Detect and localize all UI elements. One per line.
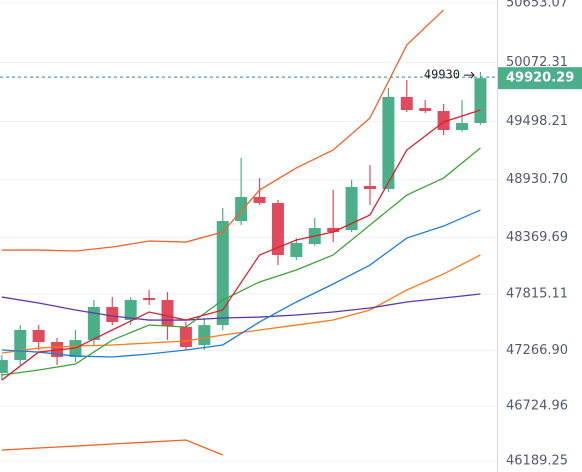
- y-tick-label: 50653.07: [506, 0, 568, 10]
- y-tick-label: 49498.21: [506, 114, 568, 129]
- last-price-label: 49920.29: [506, 71, 574, 86]
- candle-body: [124, 300, 137, 321]
- grid: [0, 2, 497, 462]
- candle-body: [382, 96, 395, 190]
- candle-body: [14, 329, 27, 361]
- candle-body: [400, 96, 413, 110]
- y-tick-label: 47815.11: [506, 287, 568, 302]
- candle-body: [235, 197, 248, 222]
- plot-area: [0, 9, 497, 456]
- moving-average-line: [1, 254, 481, 354]
- candle-body: [198, 325, 211, 345]
- moving-average-line: [1, 109, 481, 381]
- candle-body: [0, 360, 8, 373]
- y-tick-label: 48369.69: [506, 230, 568, 245]
- candle-body: [345, 186, 358, 231]
- moving-average-line: [1, 439, 223, 456]
- candle-body: [363, 186, 376, 190]
- candle-body: [253, 197, 266, 203]
- candle-body: [271, 202, 284, 255]
- candle-body: [161, 300, 174, 326]
- candle-body: [437, 111, 450, 131]
- moving-average-line: [1, 209, 481, 358]
- marker-price-label: 49930: [424, 68, 460, 82]
- candle-body: [106, 307, 119, 322]
- moving-average-line: [1, 293, 481, 321]
- y-tick-label: 47266.90: [506, 343, 568, 358]
- candle-body: [290, 242, 303, 258]
- last-price-tag: [498, 67, 582, 90]
- y-tick-label: 46189.25: [506, 453, 568, 468]
- candle-body: [474, 78, 487, 124]
- candle-body: [179, 327, 192, 348]
- moving-average-line: [1, 147, 481, 376]
- y-tick-label: 46724.96: [506, 399, 568, 414]
- candle-body: [419, 108, 432, 112]
- marker-arrow: [464, 71, 475, 79]
- y-tick-label: 48930.70: [506, 172, 568, 187]
- candle-body: [143, 297, 156, 301]
- candle-body: [87, 307, 100, 341]
- price-axis: 50653.07 50072.31 49498.21 48930.70 48369.69…: [498, 0, 582, 468]
- candle-body: [32, 329, 45, 342]
- candle-body: [456, 123, 469, 131]
- moving-average-line: [1, 9, 445, 252]
- y-tick-label: 50072.31: [506, 55, 568, 70]
- candle-body: [327, 227, 340, 232]
